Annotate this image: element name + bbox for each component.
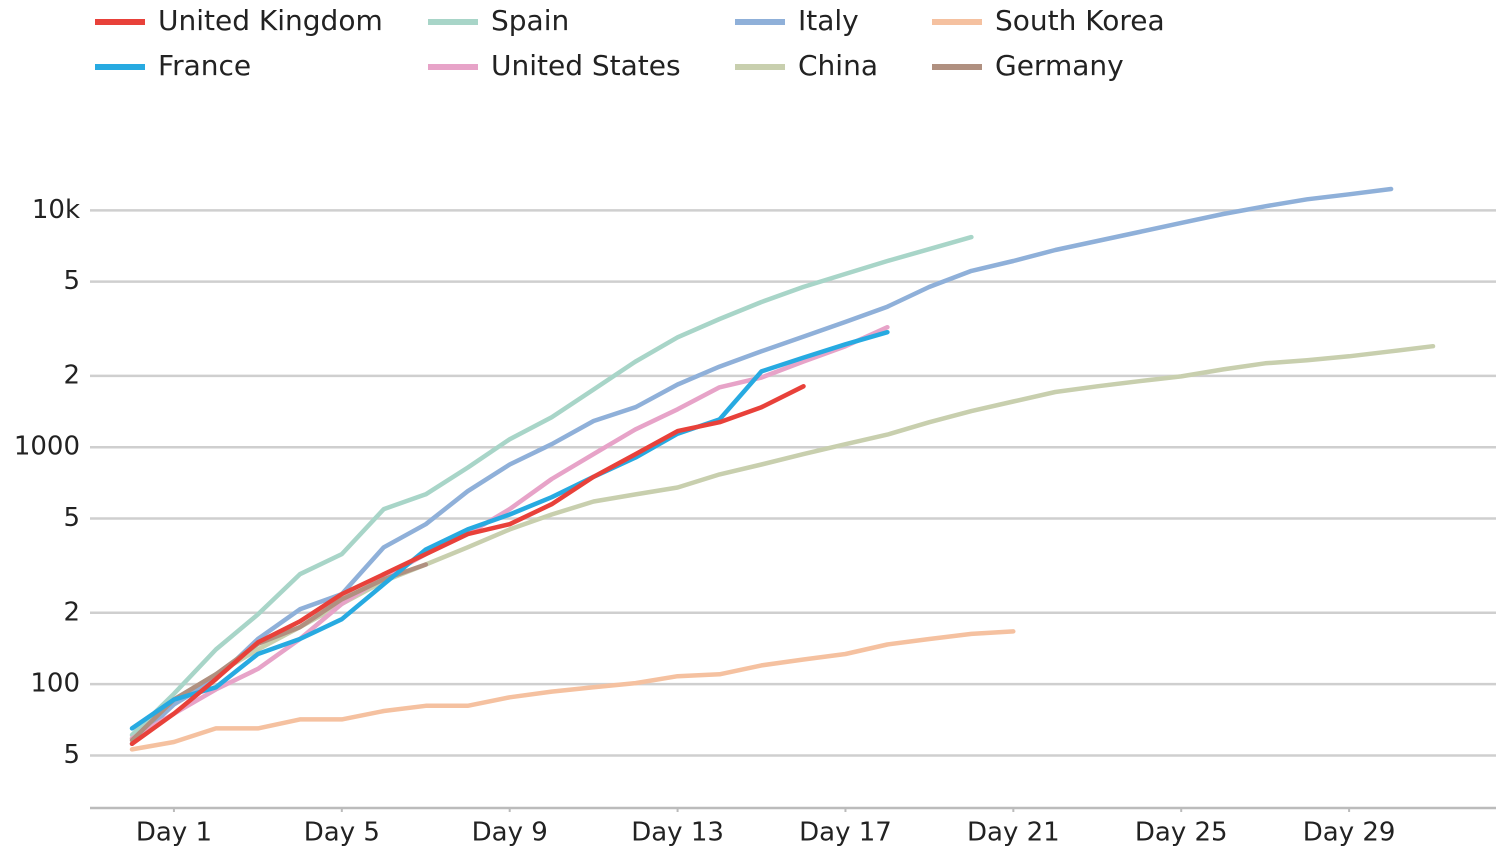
series-line <box>129 384 806 747</box>
y-tick-label: 5 <box>63 740 80 770</box>
legend-label: Italy <box>798 4 859 37</box>
y-tick-label: 10k <box>32 195 80 225</box>
x-tick-label: Day 13 <box>631 818 724 848</box>
series-line <box>129 234 974 738</box>
y-tick-label: 5 <box>63 266 80 296</box>
y-tick-label: 2 <box>63 360 80 390</box>
x-tick-label: Day 17 <box>799 818 892 848</box>
x-tick-label: Day 5 <box>304 818 380 848</box>
x-tick-label: Day 1 <box>136 818 212 848</box>
series-line <box>129 343 1436 741</box>
series-line <box>129 329 890 731</box>
series-line <box>129 629 1016 752</box>
legend-label: South Korea <box>995 4 1165 37</box>
x-tick-label: Day 9 <box>472 818 548 848</box>
legend-label: France <box>158 49 251 82</box>
x-tick-label: Day 21 <box>967 818 1060 848</box>
legend-label: United States <box>491 49 681 82</box>
y-tick-label: 2 <box>63 597 80 627</box>
y-tick-label: 100 <box>30 669 80 699</box>
legend-label: Germany <box>995 49 1124 82</box>
y-tick-label: 5 <box>63 503 80 533</box>
legend-label: China <box>798 49 878 82</box>
legend-label: Spain <box>491 4 569 37</box>
series-line <box>129 324 890 741</box>
legend-label: United Kingdom <box>158 4 383 37</box>
x-tick-label: Day 25 <box>1135 818 1228 848</box>
y-tick-label: 1000 <box>14 432 80 462</box>
x-tick-label: Day 29 <box>1303 818 1396 848</box>
